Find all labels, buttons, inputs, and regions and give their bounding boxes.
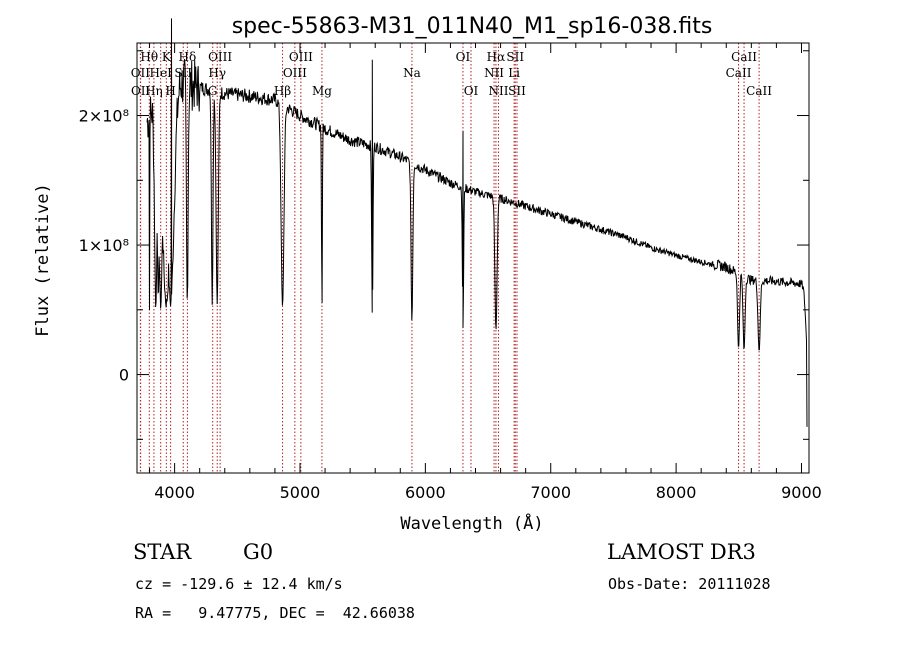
line-marker-label-2: OII xyxy=(131,84,151,98)
line-marker-label-25: CaII xyxy=(731,50,757,64)
line-marker-label-1: OII xyxy=(131,66,151,80)
line-marker-label-4: HeI xyxy=(150,66,173,80)
line-markers xyxy=(139,43,760,473)
line-marker-label-11: G xyxy=(208,84,218,98)
line-marker-label-3: Hη xyxy=(145,84,163,98)
line-marker-label-21: NII xyxy=(488,84,508,98)
redshift-velocity: cz = -129.6 ± 12.4 km/s xyxy=(135,575,343,593)
x-tick-label-2: 6000 xyxy=(405,483,446,502)
axis-ticks xyxy=(137,43,809,473)
object-class: STAR xyxy=(133,540,192,564)
sky-coordinates: RA = 9.47775, DEC = 42.66038 xyxy=(135,604,415,622)
spectrum-series xyxy=(146,18,808,427)
x-tick-label-3: 7000 xyxy=(530,483,571,502)
line-marker-label-16: Na xyxy=(403,66,421,80)
x-axis-label: Wavelength (Å) xyxy=(400,512,543,534)
line-marker-label-27: CaII xyxy=(746,84,772,98)
chart-title: spec-55863-M31_011N40_M1_sp16-038.fits xyxy=(232,14,713,39)
observation-date: Obs-Date: 20111028 xyxy=(608,575,771,593)
x-tick-label-4: 8000 xyxy=(656,483,697,502)
y-tick-label-1: 1×10⁸ xyxy=(79,236,129,255)
y-tick-label-2: 2×10⁸ xyxy=(79,107,129,126)
survey-name: LAMOST DR3 xyxy=(607,540,756,564)
line-marker-label-15: Mg xyxy=(312,84,332,98)
object-subclass: G0 xyxy=(243,540,274,564)
line-marker-label-9: OIII xyxy=(208,50,232,64)
line-marker-label-22: SII xyxy=(506,50,524,64)
plot-frame xyxy=(136,42,810,474)
x-tick-label-1: 5000 xyxy=(280,483,321,502)
spectrum-line xyxy=(146,18,808,427)
line-marker-label-24: SII xyxy=(508,84,526,98)
line-marker-label-17: OI xyxy=(456,50,471,64)
line-marker-label-12: Hβ xyxy=(274,84,291,98)
line-marker-label-23: Li xyxy=(508,66,520,80)
y-tick-label-0: 0 xyxy=(119,366,129,385)
line-marker-label-10: Hγ xyxy=(208,66,226,80)
x-tick-label-0: 4000 xyxy=(154,483,195,502)
line-marker-label-6: H xyxy=(165,84,175,98)
line-marker-label-14: OIII xyxy=(283,66,307,80)
line-marker-label-18: OI xyxy=(464,84,479,98)
line-marker-label-8: Hδ xyxy=(179,50,197,64)
x-tick-label-5: 9000 xyxy=(781,483,822,502)
line-marker-label-26: CaII xyxy=(726,66,752,80)
line-marker-label-0: Hθ xyxy=(140,50,158,64)
y-axis-label: Flux (relative) xyxy=(33,183,53,337)
line-marker-label-20: NII xyxy=(484,66,504,80)
line-marker-label-13: OIII xyxy=(289,50,313,64)
line-marker-label-19: Hα xyxy=(487,50,506,64)
line-marker-label-5: K xyxy=(162,50,172,64)
axis-tick-labels: 4000 5000 6000 7000 8000 9000 0 1×10⁸ 2×10⁸ xyxy=(79,107,822,502)
